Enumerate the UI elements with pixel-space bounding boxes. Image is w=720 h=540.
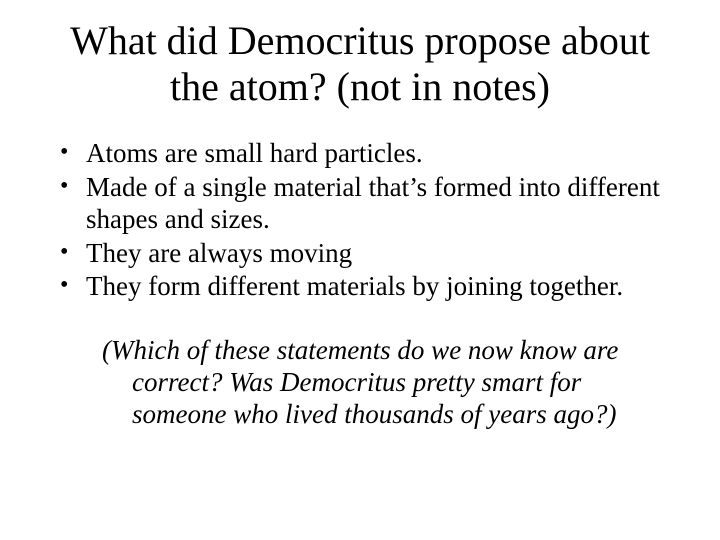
bullet-item: Made of a single material that’s formed … — [56, 172, 670, 236]
question-wrap: (Which of these statements do we now kno… — [40, 335, 680, 431]
bullet-item: They form different materials by joining… — [56, 271, 670, 303]
bullet-list: Atoms are small hard particles. Made of … — [40, 138, 680, 303]
bullet-item: Atoms are small hard particles. — [56, 138, 670, 170]
bullet-item: They are always moving — [56, 238, 670, 270]
question-text: (Which of these statements do we now kno… — [86, 335, 670, 431]
slide: What did Democritus propose about the at… — [0, 0, 720, 540]
slide-title: What did Democritus propose about the at… — [40, 18, 680, 110]
